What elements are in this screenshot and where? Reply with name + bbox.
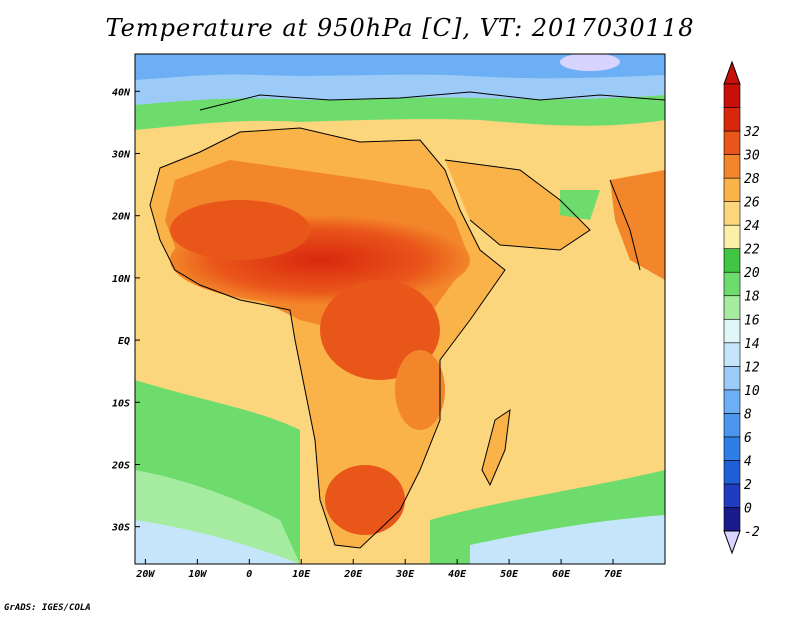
colorbar-swatch: [723, 224, 741, 249]
x-tick-label: 20W: [135, 569, 155, 580]
colorbar-swatch: [723, 130, 741, 155]
y-tick-label: 30S: [111, 523, 130, 534]
colorbar-swatch: [723, 507, 741, 532]
grads-credit: GrADS: IGES/COLA: [4, 603, 91, 613]
colorbar-level-label: 28: [744, 172, 760, 187]
colorbar-swatch: [723, 436, 741, 461]
y-tick-label: 10S: [112, 398, 130, 409]
colorbar-swatch: [723, 483, 741, 508]
y-tick-label: 20N: [111, 212, 131, 223]
colorbar-level-label: 26: [744, 196, 760, 211]
colorbar-swatch: [723, 201, 741, 226]
x-tick-label: 50E: [500, 569, 519, 580]
map-plot-frame: [134, 53, 666, 565]
latitude-axis: 40N 30N 20N 10N EQ 10S 20S 30S: [111, 87, 140, 534]
x-tick-label: 0: [246, 569, 252, 580]
colorbar-swatch: [723, 83, 741, 108]
y-tick-label: 30N: [111, 150, 131, 161]
colorbar-swatch: [723, 177, 741, 202]
x-tick-label: 20E: [343, 569, 363, 580]
coastlines: [149, 91, 665, 549]
x-tick-label: 70E: [604, 569, 623, 580]
colorbar-level-label: 32: [743, 125, 760, 140]
y-tick-label: 40N: [112, 87, 131, 98]
y-tick-label: EQ: [118, 336, 130, 347]
colorbar-over-arrow: [723, 60, 741, 85]
colorbar-level-label: 10: [744, 384, 760, 399]
colorbar-level-label: 20: [744, 266, 760, 281]
colorbar-swatch: [723, 366, 741, 391]
longitude-axis: 20W 10W 0 10E 20E 30E 40E 50E 60E 70E: [135, 559, 623, 580]
y-tick-label: 10N: [112, 274, 131, 285]
colorbar-level-label: 2: [744, 478, 752, 493]
x-tick-label: 10W: [188, 569, 207, 580]
colorbar-level-label: 6: [744, 431, 752, 446]
colorbar-level-label: 30: [743, 149, 760, 164]
colorbar-swatch: [723, 342, 741, 367]
x-tick-label: 10E: [292, 569, 311, 580]
map-title: Temperature at 950hPa [C], VT: 201703011…: [105, 14, 695, 42]
colorbar-level-label: 4: [744, 454, 752, 469]
colorbar-swatch: [723, 460, 741, 485]
colorbar-level-label: 12: [744, 360, 760, 375]
colorbar-swatch: [723, 248, 741, 273]
colorbar-level-label: 24: [744, 219, 760, 234]
colorbar-level-label: 16: [744, 313, 760, 328]
colorbar-level-label: 18: [744, 290, 760, 305]
colorbar-level-label: 0: [744, 501, 752, 516]
colorbar-swatch: [723, 295, 741, 320]
x-tick-label: 40E: [448, 569, 467, 580]
y-tick-label: 20S: [111, 460, 130, 471]
colorbar-swatch: [723, 318, 741, 344]
colorbar-swatch: [723, 107, 741, 132]
x-tick-label: 60E: [552, 569, 571, 580]
temperature-field: [135, 54, 665, 564]
colorbar-swatch: [723, 154, 741, 179]
colorbar-swatch: [723, 413, 741, 438]
colorbar-swatch: [723, 389, 741, 414]
colorbar-level-label: 22: [744, 243, 760, 258]
x-tick-label: 30E: [395, 569, 415, 580]
colorbar-level-label: 8: [744, 407, 752, 422]
colorbar-under-arrow: [723, 530, 741, 555]
colorbar-level-label: -2: [744, 525, 760, 540]
colorbar-swatch: [723, 271, 741, 297]
colorbar-level-label: 14: [744, 337, 760, 352]
